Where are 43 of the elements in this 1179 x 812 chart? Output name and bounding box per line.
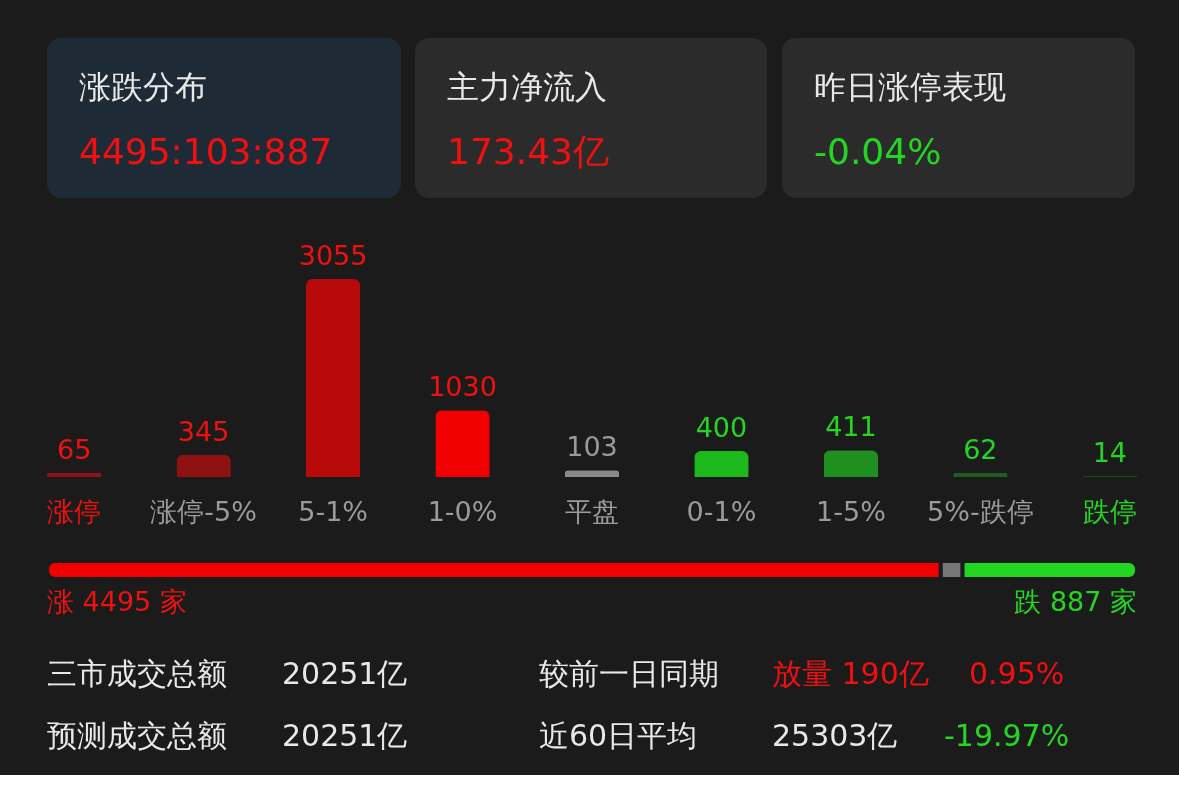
x-tick-label: 涨停	[47, 495, 102, 527]
data-label: 103	[566, 431, 618, 463]
text: 三市成交总额	[47, 656, 227, 691]
text: -19.97%	[944, 718, 1070, 753]
data-label: 3055	[298, 239, 368, 271]
data-label: 14	[1092, 437, 1127, 469]
text: 主力净流入	[447, 68, 607, 106]
text: 较前一日同期	[539, 656, 719, 691]
x-tick-label: 1-5%	[816, 495, 886, 527]
x-tick-label: 5%-跌停	[927, 495, 1034, 527]
data-label: 400	[695, 412, 748, 444]
x-tick-label: 平盘	[565, 495, 619, 527]
bar	[953, 472, 1008, 477]
data-label: 345	[177, 415, 230, 447]
bar	[435, 410, 490, 477]
text: 预测成交总额	[47, 718, 227, 753]
text: 涨 4495 家	[47, 586, 187, 617]
x-tick-label: 0-1%	[686, 495, 757, 527]
x-tick-label: 5-1%	[298, 495, 368, 527]
data-label: 1030	[428, 371, 497, 403]
x-tick-label: 涨停-5%	[150, 495, 257, 527]
text: 25303亿	[772, 718, 898, 753]
data-label: 62	[963, 433, 998, 465]
text: 4495:103:887	[79, 131, 333, 172]
x-tick-label: 跌停	[1082, 495, 1137, 527]
bar	[176, 454, 231, 477]
text: 0.95%	[969, 656, 1065, 691]
text: -0.04%	[814, 131, 942, 172]
bar	[694, 451, 749, 477]
text: 173.43亿	[447, 131, 609, 172]
text: 昨日涨停表现	[814, 68, 1006, 106]
text: 涨跌分布	[79, 68, 207, 106]
x-tick-label: 1-0%	[427, 495, 498, 527]
bar	[305, 278, 361, 477]
bar	[823, 450, 879, 477]
data-label: 411	[825, 411, 877, 443]
text: 放量 190亿	[772, 656, 929, 691]
bar	[47, 472, 102, 477]
text: 跌 887 家	[1014, 586, 1137, 617]
text: 20251亿	[282, 718, 408, 753]
data-label: 65	[57, 433, 92, 465]
text: 20251亿	[282, 656, 408, 691]
text: 近60日平均	[539, 718, 698, 753]
